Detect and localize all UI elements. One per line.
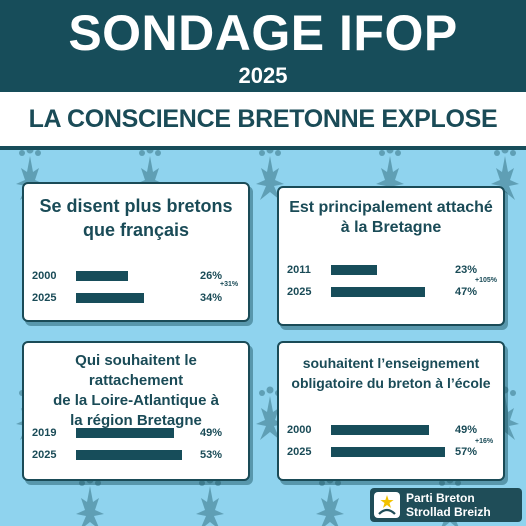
row-year: 2025 — [287, 446, 312, 458]
card-title: souhaitent l’enseignement obligatoire du… — [285, 353, 497, 393]
stat-bar — [76, 293, 144, 303]
stat-bar — [331, 287, 425, 297]
stat-row: 2000 26% — [24, 269, 248, 283]
change-label: +31% — [220, 281, 239, 288]
row-percent: 47% — [455, 286, 478, 298]
stat-row: 2011 23% — [279, 263, 503, 277]
headline-band: LA CONSCIENCE BRETONNE EXPLOSE — [0, 92, 526, 150]
row-year: 2019 — [32, 427, 57, 439]
row-percent: 26% — [200, 270, 223, 282]
stat-row: 2025 57% — [279, 445, 503, 459]
header: SONDAGE IFOP 2025 — [0, 0, 526, 92]
stat-row: 2025 47% — [279, 285, 503, 299]
stat-bar — [76, 428, 174, 438]
logo-line-2: Strollad Breizh — [406, 505, 491, 519]
card-title-line: Est principalement attaché — [289, 199, 493, 216]
stat-row: 2025 53% — [24, 448, 248, 462]
logo-line-1: Parti Breton — [406, 491, 475, 505]
card-title-line: obligatoire du breton à l’école — [291, 375, 491, 391]
change-label: +16% — [475, 438, 494, 445]
card-title-line: à la Bretagne — [340, 219, 442, 236]
row-percent: 23% — [455, 264, 478, 276]
row-percent: 57% — [455, 446, 478, 458]
parti-breton-logo: Parti Breton Strollad Breizh — [370, 488, 522, 522]
stat-bar — [331, 447, 445, 457]
stat-bar — [76, 271, 128, 281]
stat-bar — [76, 450, 182, 460]
stat-bar — [331, 265, 377, 275]
card-title-line: Qui souhaitent le rattachement — [75, 352, 197, 389]
stat-card: Se disent plus bretons que français 2000… — [22, 182, 250, 322]
stat-card: Qui souhaitent le rattachement de la Loi… — [22, 341, 250, 481]
card-title-line: la région Bretagne — [70, 412, 202, 429]
row-year: 2011 — [287, 264, 311, 276]
row-year: 2025 — [287, 286, 312, 298]
row-year: 2025 — [32, 449, 57, 461]
card-title: Est principalement attaché à la Bretagne — [285, 198, 497, 238]
row-year: 2000 — [32, 270, 57, 282]
change-label: +105% — [475, 277, 497, 284]
card-title-line: de la Loire-Atlantique à — [53, 392, 219, 409]
card-title-line: Se disent plus bretons — [39, 196, 233, 216]
row-percent: 49% — [200, 427, 223, 439]
stat-row: 2000 49% — [279, 423, 503, 437]
row-year: 2025 — [32, 292, 57, 304]
stat-row: 2019 49% — [24, 426, 248, 440]
card-title-line: que français — [82, 220, 190, 240]
stat-card: Est principalement attaché à la Bretagne… — [277, 186, 505, 326]
poster-title: SONDAGE IFOP — [68, 5, 458, 61]
row-percent: 49% — [455, 424, 478, 436]
stat-bar — [331, 425, 429, 435]
stat-card: souhaitent l’enseignement obligatoire du… — [277, 341, 505, 481]
card-title: Qui souhaitent le rattachement de la Loi… — [30, 351, 242, 431]
headline: LA CONSCIENCE BRETONNE EXPLOSE — [28, 105, 498, 133]
poster-year: 2025 — [238, 63, 288, 88]
parti-breton-logo-icon — [374, 492, 400, 518]
stat-row: 2025 34% — [24, 291, 248, 305]
card-title: Se disent plus bretons que français — [30, 194, 242, 242]
row-year: 2000 — [287, 424, 312, 436]
card-title-line: souhaitent l’enseignement — [302, 355, 480, 371]
row-percent: 53% — [200, 449, 223, 461]
row-percent: 34% — [200, 292, 223, 304]
